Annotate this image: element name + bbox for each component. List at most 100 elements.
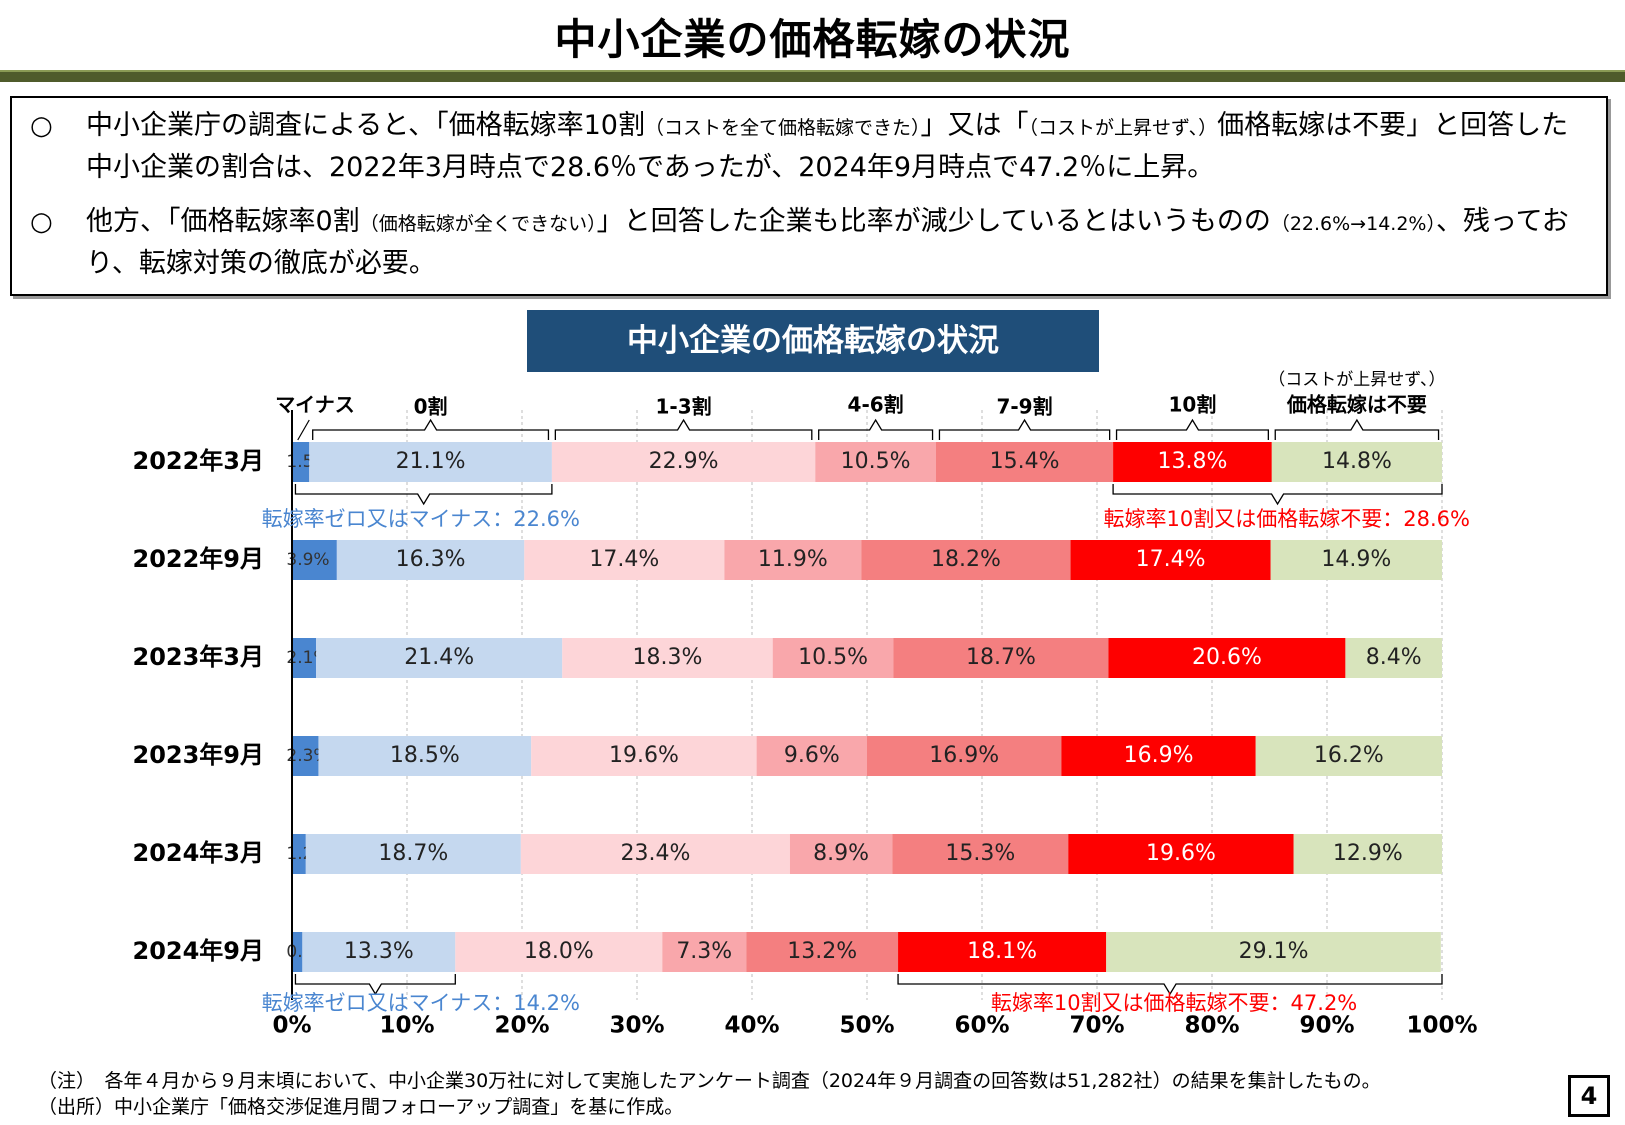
data-label: 16.9% — [1124, 743, 1194, 768]
data-label: 8.9% — [813, 841, 869, 866]
bar-segment — [936, 442, 1114, 482]
page-title: 中小企業の価格転嫁の状況 — [554, 15, 1071, 64]
data-label: 17.4% — [1136, 547, 1206, 572]
top-label-r46: 4-6割 — [848, 393, 904, 417]
x-tick-label: 10% — [379, 1013, 434, 1039]
summary-text-1-part-3: 」又は「 — [920, 110, 1029, 141]
bar-segment — [898, 932, 1107, 972]
summary-text-2: 他方、「価格転嫁率0割（価格転嫁が全くできない）」と回答した企業も比率が減少して… — [86, 202, 1586, 284]
top-label-r10: 10割 — [1169, 393, 1217, 417]
notes: （注） 各年４月から９月末頃において、中小企業30万社に対して実施したアンケート… — [38, 1068, 1381, 1120]
category-label: 2022年3月 — [133, 447, 265, 475]
bar-segment — [724, 540, 862, 580]
data-label: 9.6% — [784, 743, 840, 768]
bracket-zero-2024-09 — [294, 974, 456, 996]
bar-segment — [520, 834, 790, 874]
bar-segment — [562, 638, 773, 678]
summary-text-2-part-1: 他方、「価格転嫁率0割 — [86, 206, 360, 237]
data-label: 18.5% — [390, 743, 460, 768]
data-label: 20.6% — [1192, 645, 1262, 670]
note-text: （注） 各年４月から９月末頃において、中小企業30万社に対して実施したアンケート… — [38, 1070, 1381, 1092]
data-label: 21.4% — [404, 645, 474, 670]
bar-segment — [292, 540, 337, 580]
bar-segment — [455, 932, 663, 972]
bracket-full-2024-09 — [897, 974, 1443, 996]
category-label: 2024年3月 — [133, 839, 265, 867]
bar-segment — [1113, 442, 1272, 482]
bar-segment — [292, 932, 303, 972]
bar-segment — [861, 540, 1071, 580]
x-tick-label: 30% — [609, 1013, 664, 1039]
bar-segment — [316, 638, 563, 678]
bar-segment — [318, 736, 532, 776]
top-label-r13: 1-3割 — [656, 395, 712, 419]
summary-text-1-part-1: 中小企業庁の調査によると、「価格転嫁率10割 — [86, 110, 645, 141]
bar-segment — [292, 638, 317, 678]
category-label: 2022年9月 — [133, 545, 265, 573]
data-label: 14.9% — [1321, 547, 1391, 572]
data-label: 16.2% — [1314, 743, 1384, 768]
category-label: 2024年9月 — [133, 937, 265, 965]
data-label: 10.5% — [798, 645, 868, 670]
top-bracket-r10 — [1115, 418, 1269, 440]
bar-segment — [336, 540, 525, 580]
data-label: 15.3% — [945, 841, 1015, 866]
top-bracket-r13 — [554, 418, 813, 440]
x-tick-label: 100% — [1406, 1013, 1477, 1039]
data-label: 19.6% — [1146, 841, 1216, 866]
data-label: 29.1% — [1239, 939, 1309, 964]
data-label: 16.9% — [929, 743, 999, 768]
data-label: 21.1% — [396, 449, 466, 474]
summary-text-2-part-3: 」と回答した企業も比率が減少しているとはいうものの — [596, 206, 1271, 237]
data-label: 23.4% — [620, 841, 690, 866]
data-label: 15.4% — [990, 449, 1060, 474]
chart-title: 中小企業の価格転嫁の状況 — [527, 310, 1099, 372]
x-tick-label: 90% — [1299, 1013, 1354, 1039]
top-label-unneeded: 価格転嫁は不要 — [1286, 393, 1427, 417]
bar-segment — [1106, 932, 1441, 972]
top-bracket-zero — [312, 418, 550, 440]
data-label: 18.7% — [966, 645, 1036, 670]
top-label-zero: 0割 — [414, 395, 448, 419]
bar-segment — [662, 932, 747, 972]
top-label-unneeded-note: （コストが上昇せず、） — [1268, 370, 1445, 390]
data-label: 17.4% — [589, 547, 659, 572]
data-label: 12.9% — [1333, 841, 1403, 866]
source-text: （出所）中小企業庁「価格交渉促進月間フォローアップ調査」を基に作成。 — [38, 1096, 684, 1118]
top-bracket-r46 — [818, 418, 934, 440]
bar-segment — [1271, 442, 1442, 482]
bar-segment — [892, 834, 1069, 874]
data-label: 8.4% — [1366, 645, 1422, 670]
category-label: 2023年9月 — [133, 741, 265, 769]
bar-segment — [1070, 540, 1271, 580]
bar-segment — [305, 834, 521, 874]
bar-segment — [1293, 834, 1442, 874]
x-tick-label: 60% — [954, 1013, 1009, 1039]
x-tick-label: 50% — [839, 1013, 894, 1039]
summary-text-1-part-5: 価格転嫁は不要」と回答した中小企業の割合は、2022年3月時点で28.6％であっ… — [86, 110, 1569, 183]
data-label: 22.9% — [649, 449, 719, 474]
data-label: 18.7% — [378, 841, 448, 866]
data-label: 13.8% — [1158, 449, 1228, 474]
bar-segment — [1270, 540, 1442, 580]
summary-text-1: 中小企業庁の調査によると、「価格転嫁率10割（コストを全て価格転嫁できた）」又は… — [86, 106, 1586, 188]
bar-segment — [867, 736, 1062, 776]
data-label: 14.8% — [1322, 449, 1392, 474]
bar-segment — [1068, 834, 1294, 874]
bar-segment — [746, 932, 899, 972]
data-label: 7.3% — [676, 939, 732, 964]
data-label: 18.3% — [633, 645, 703, 670]
bar-segment — [1345, 638, 1442, 678]
bar-segment — [772, 638, 894, 678]
x-tick-label: 40% — [724, 1013, 779, 1039]
data-label: 19.6% — [609, 743, 679, 768]
data-label: 10.5% — [841, 449, 911, 474]
top-label-minus: マイナス — [275, 393, 355, 417]
x-tick-label: 80% — [1184, 1013, 1239, 1039]
top-bracket-unneeded — [1274, 418, 1440, 440]
bullet-circle-icon: ○ — [30, 111, 53, 141]
title-rule — [0, 70, 1625, 82]
x-tick-label: 20% — [494, 1013, 549, 1039]
bar-segment — [302, 932, 456, 972]
summary-text-1-part-2: （コストを全て価格転嫁できた） — [644, 117, 921, 139]
